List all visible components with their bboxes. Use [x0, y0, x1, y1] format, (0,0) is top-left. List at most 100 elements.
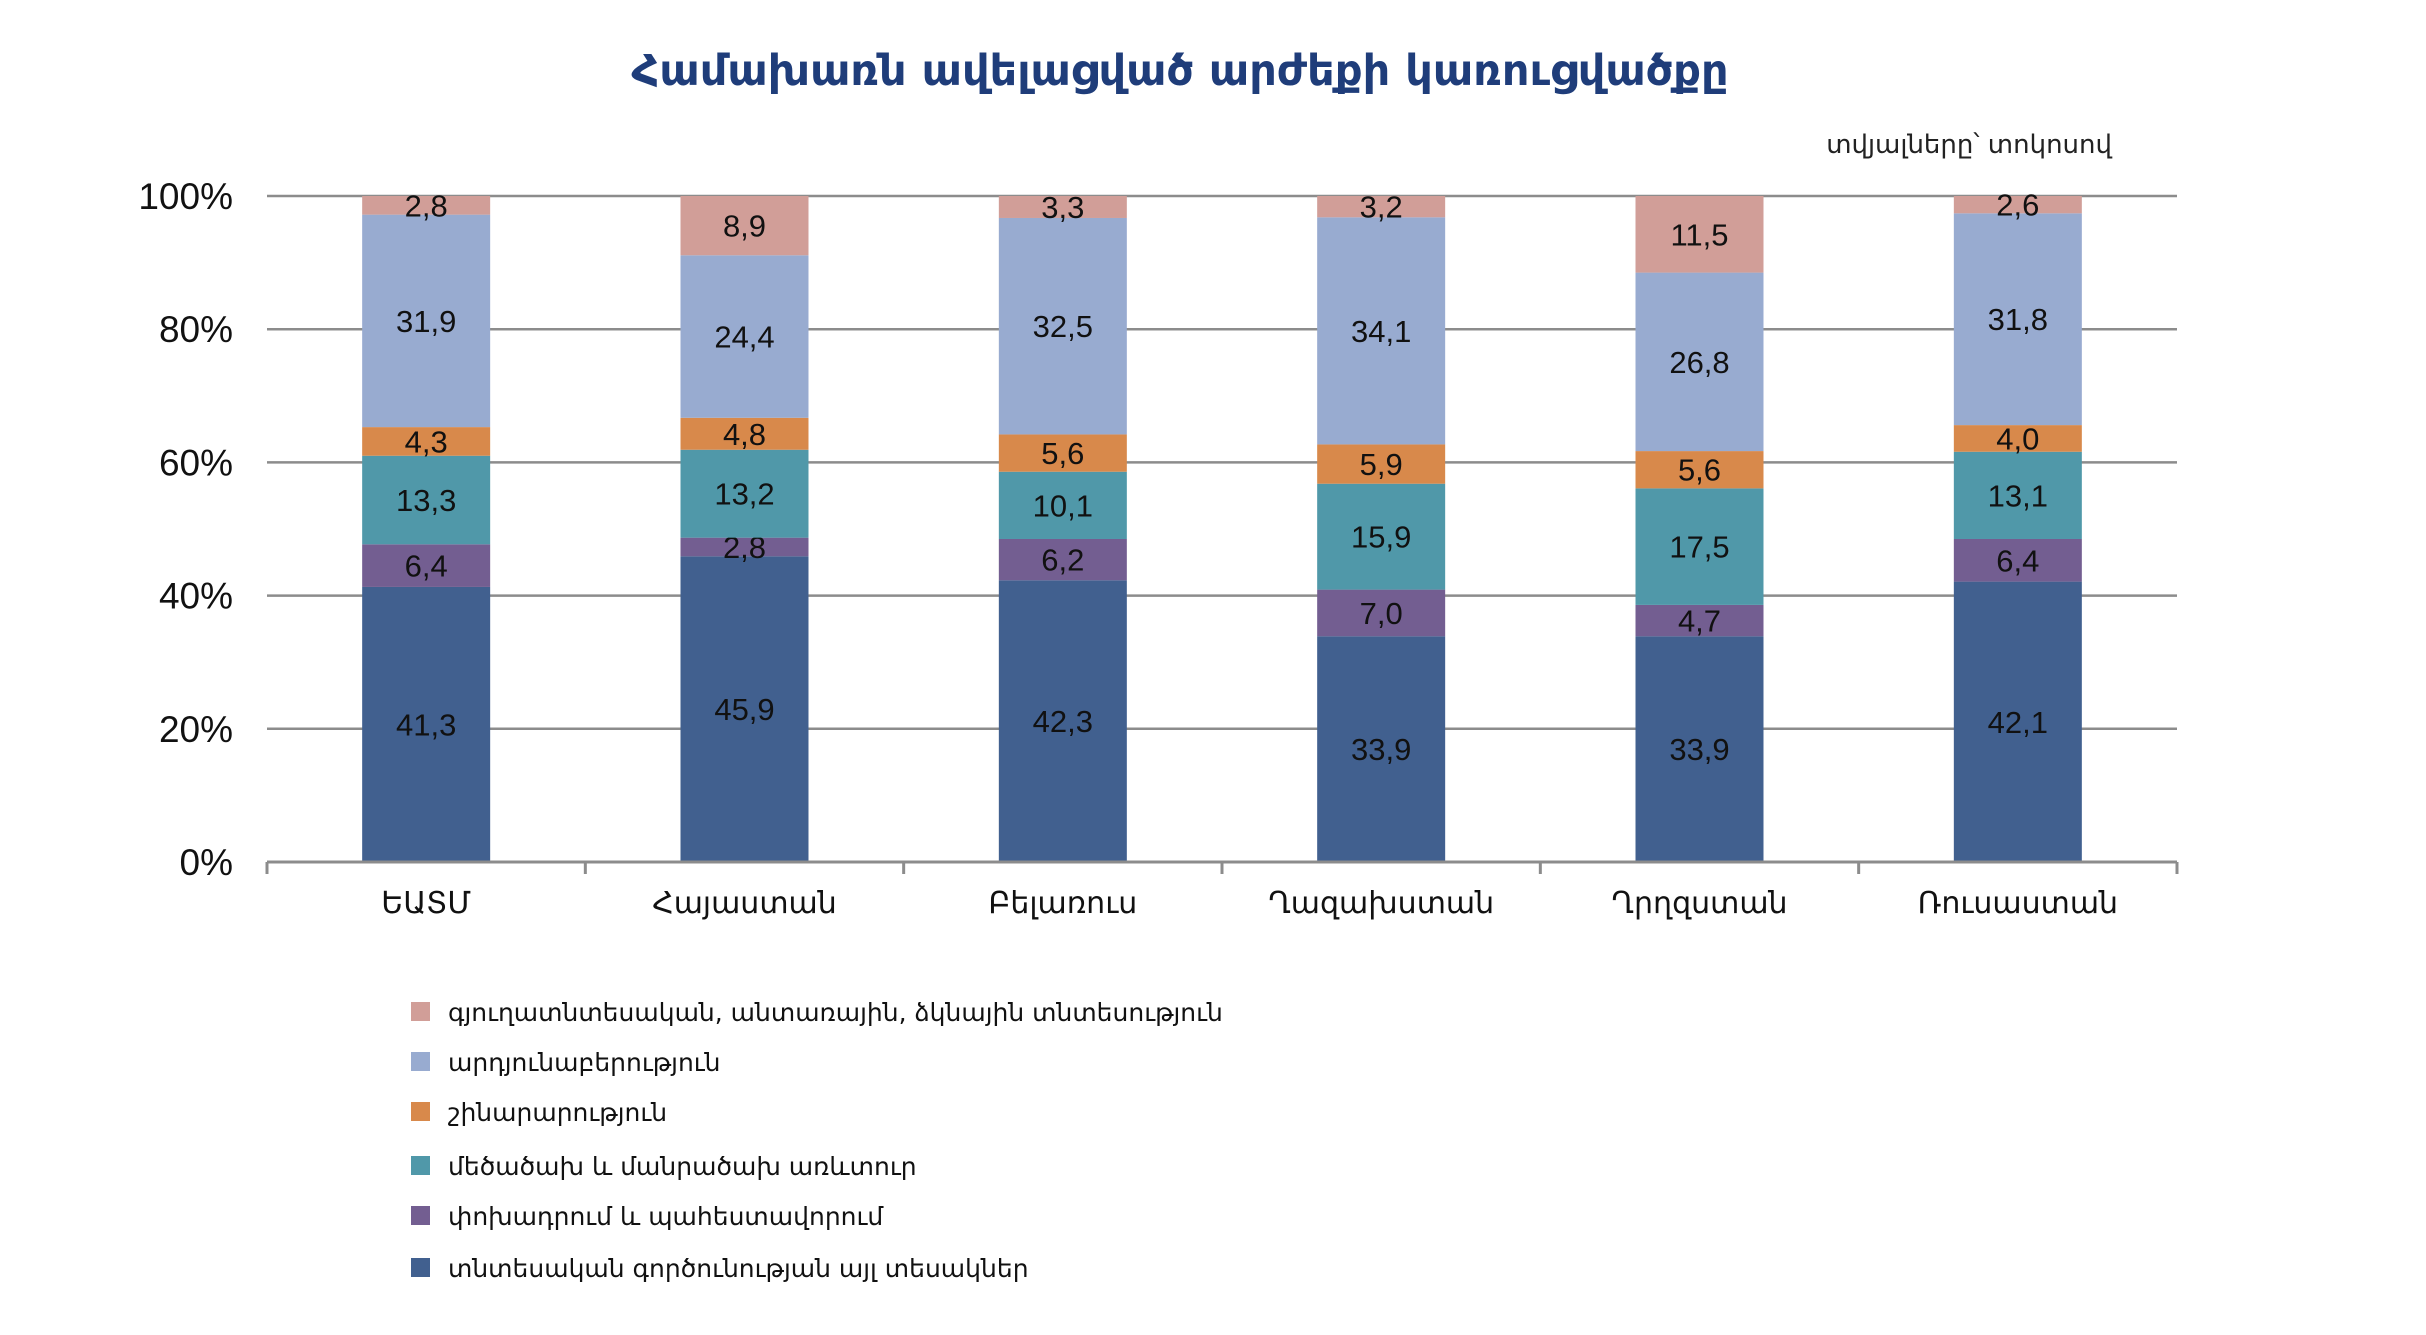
grid-lines [267, 194, 2177, 864]
data-label: 6,2 [1041, 543, 1084, 578]
y-axis-ticks: 0% 20% 40% 60% 80% 100% [138, 176, 233, 883]
bar-segment [998, 217, 1127, 435]
data-label: 4,0 [1996, 421, 2039, 456]
bar-segment [362, 427, 491, 456]
bar-segment [1953, 196, 2082, 214]
legend-entry: արդյունաբերություն [448, 1048, 721, 1077]
data-label: 32,5 [1033, 309, 1093, 344]
bar-segment [1635, 488, 1764, 605]
data-label: 6,4 [1996, 543, 2039, 578]
bar-segment [1953, 425, 2082, 452]
data-label: 8,9 [723, 209, 766, 244]
legend: գյուղատնտեսական, անտառային, ձկնային տնտե… [411, 998, 1223, 1283]
data-label: 13,3 [396, 483, 456, 518]
data-label: 13,1 [1988, 478, 2048, 513]
bar-segment [998, 196, 1127, 218]
data-label: 31,8 [1988, 302, 2048, 337]
bar-segment [1953, 538, 2082, 582]
y-tick-label: 60% [159, 442, 233, 483]
bar-segment [1953, 451, 2082, 539]
bar-segment [362, 586, 491, 862]
bar-segment [680, 196, 809, 256]
legend-swatch [411, 1258, 430, 1277]
data-label: 31,9 [396, 304, 456, 339]
data-label: 17,5 [1669, 530, 1729, 565]
bar-segment [1635, 272, 1764, 452]
legend-entry: տնտեսական գործունության այլ տեսակներ [448, 1254, 1029, 1283]
bar-segment [362, 544, 491, 587]
data-label: 2,6 [1996, 188, 2039, 223]
chart-title: Համախառն ավելացված արժեքի կառուցվածքը [631, 46, 1728, 96]
data-label: 7,0 [1360, 596, 1403, 631]
data-label: 3,2 [1360, 190, 1403, 225]
bar-segment [998, 471, 1127, 539]
bar-segment [680, 255, 809, 418]
legend-swatch [411, 1156, 430, 1175]
legend-entry: մեծածախ և մանրածախ առևտուր [448, 1152, 917, 1181]
legend-swatch [411, 1052, 430, 1071]
legend-swatch [411, 1102, 430, 1121]
data-label: 33,9 [1351, 732, 1411, 767]
bar-segment [1317, 196, 1446, 218]
x-axis-categories: ԵԱՏՄ Հայաստան Բելառուս Ղազախստան Ղրղզստան Ռու… [381, 886, 2118, 921]
bar-segment [1317, 217, 1446, 445]
bar-segment [1317, 636, 1446, 862]
y-tick-label: 40% [159, 576, 233, 617]
category-label: Բելառուս [988, 886, 1137, 921]
bar-segment [1635, 451, 1764, 489]
data-label: 42,1 [1988, 705, 2048, 740]
data-label: 33,9 [1669, 732, 1729, 767]
data-label: 11,5 [1670, 217, 1728, 252]
data-label: 5,6 [1041, 436, 1084, 471]
data-label: 10,1 [1033, 488, 1093, 523]
bar-segment [362, 455, 491, 545]
legend-swatch [411, 1002, 430, 1021]
bar-segment [1953, 213, 2082, 426]
bar-segment [680, 417, 809, 450]
bar-segment [362, 214, 491, 428]
bar-segment [362, 196, 491, 215]
bar-segment [1317, 589, 1446, 637]
bar-segment [998, 538, 1127, 581]
legend-entry: շինարարություն [448, 1098, 667, 1127]
category-label: ԵԱՏՄ [381, 886, 471, 921]
data-label: 24,4 [714, 320, 774, 355]
bar-segment [680, 556, 809, 862]
bar-segment [1317, 483, 1446, 590]
y-tick-label: 0% [180, 842, 233, 883]
data-label: 26,8 [1669, 345, 1729, 380]
y-tick-label: 20% [159, 709, 233, 750]
legend-entry: փոխադրում և պահեստավորում [448, 1202, 884, 1231]
legend-swatch [411, 1206, 430, 1225]
bar-segment [1635, 636, 1764, 862]
data-label: 2,8 [405, 188, 448, 223]
y-tick-label: 80% [159, 309, 233, 350]
data-label: 15,9 [1351, 520, 1411, 555]
bar-segment [680, 537, 809, 557]
data-label: 34,1 [1351, 314, 1411, 349]
bar-segment [1317, 444, 1446, 484]
x-axis [265, 860, 2179, 874]
data-label: 4,7 [1678, 604, 1721, 639]
data-label: 5,6 [1678, 453, 1721, 488]
data-label: 13,2 [714, 477, 774, 512]
category-label: Ղազախստան [1268, 886, 1494, 921]
data-label: 4,3 [405, 424, 448, 459]
bar-segment [1635, 604, 1764, 637]
category-label: Ռուսաստան [1918, 886, 2119, 921]
data-label: 5,9 [1360, 447, 1403, 482]
bar-segment [998, 580, 1127, 862]
data-label: 6,4 [405, 549, 448, 584]
data-label: 4,8 [723, 417, 766, 452]
bar-segment [1635, 196, 1764, 273]
bar-segment [998, 434, 1127, 472]
category-label: Հայաստան [652, 886, 837, 921]
data-label: 3,3 [1041, 190, 1084, 225]
unit-note: տվյալները՝ տոկոսով [1826, 130, 2112, 160]
legend-entry: գյուղատնտեսական, անտառային, ձկնային տնտե… [448, 998, 1223, 1027]
data-label: 45,9 [714, 692, 774, 727]
y-tick-label: 100% [138, 176, 233, 217]
data-label: 41,3 [396, 707, 456, 742]
data-label: 42,3 [1033, 704, 1093, 739]
